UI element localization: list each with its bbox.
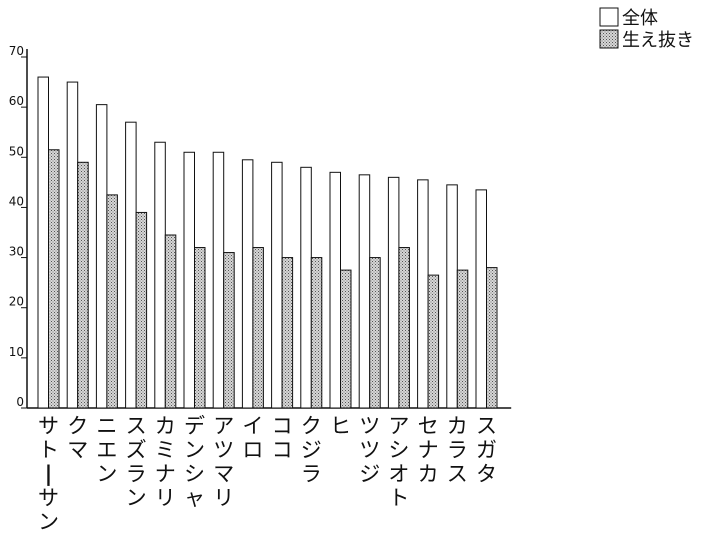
category-label: スズラン	[126, 414, 147, 510]
category-label: クマ	[67, 414, 88, 462]
bar-total	[417, 179, 429, 409]
bar-total	[300, 166, 312, 409]
legend-label: 全体	[622, 8, 658, 29]
bar-haenuki	[223, 252, 235, 409]
y-tick-label: 10	[9, 345, 24, 359]
bar-haenuki	[486, 267, 498, 409]
bar-haenuki	[252, 247, 264, 409]
y-tick-label: 60	[9, 94, 24, 108]
bar-haenuki	[77, 161, 89, 409]
bar-total	[387, 176, 400, 409]
bar-total	[358, 174, 371, 409]
category-label: イロ	[242, 414, 263, 462]
category-label: カラス	[447, 414, 468, 486]
bar-total	[154, 141, 166, 409]
bar-haenuki	[164, 234, 177, 409]
bar-haenuki	[48, 149, 60, 409]
bar-total	[475, 189, 487, 409]
category-label: ヒ	[330, 414, 351, 438]
bar-total	[125, 121, 137, 409]
bar-haenuki	[281, 257, 294, 409]
category-label: カミナリ	[155, 414, 176, 510]
legend-swatch	[599, 7, 619, 27]
bar-total	[241, 159, 254, 409]
bar-total	[329, 171, 341, 409]
category-label: セナカ	[418, 414, 439, 486]
bar-total	[183, 151, 195, 409]
legend-label: 生え抜き	[622, 30, 694, 51]
category-label: ツツジ	[359, 414, 380, 486]
bar-total	[271, 161, 283, 409]
y-tick-label: 50	[9, 144, 24, 158]
bar-haenuki	[194, 247, 206, 409]
bar-haenuki	[135, 211, 148, 409]
bar-total	[37, 76, 49, 409]
bar-total	[446, 184, 458, 409]
category-label: サト|サン	[38, 414, 59, 534]
category-label: クジラ	[301, 414, 322, 486]
category-label: ココ	[272, 414, 293, 462]
y-tick-label: 0	[16, 395, 24, 409]
bar-haenuki	[369, 257, 381, 409]
y-tick-label: 30	[9, 245, 24, 259]
bar-haenuki	[340, 269, 352, 409]
bar-haenuki	[106, 194, 118, 409]
y-tick-label: 40	[9, 194, 24, 208]
category-label: デンシャ	[184, 414, 205, 510]
y-tick-label: 70	[9, 44, 24, 58]
bar-haenuki	[456, 269, 469, 409]
y-tick-label: 20	[9, 295, 24, 309]
category-label: ニエン	[96, 414, 117, 486]
legend-swatch	[599, 29, 619, 49]
category-label: アシオト	[388, 414, 409, 510]
category-label: アツマリ	[213, 414, 234, 510]
bar-total	[212, 151, 225, 409]
bar-total	[66, 81, 79, 409]
bar-haenuki	[398, 247, 410, 409]
bars	[37, 76, 498, 409]
category-label: スガタ	[476, 414, 497, 486]
bar-total	[95, 104, 108, 409]
bar-haenuki	[427, 274, 440, 409]
bar-haenuki	[310, 257, 323, 409]
